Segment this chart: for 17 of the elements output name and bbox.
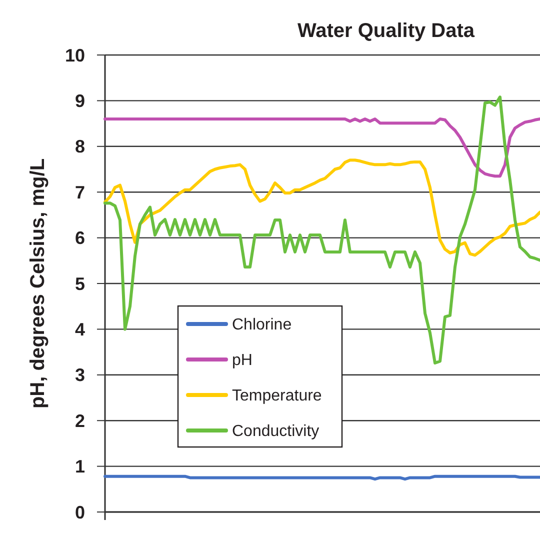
y-tick-label: 9 [74, 91, 85, 111]
legend-label: Temperature [232, 388, 322, 405]
y-axis-title: pH, degrees Celsius, mg/L [27, 158, 49, 409]
y-tick-label: 8 [74, 136, 85, 157]
y-tick-label: 7 [74, 182, 85, 202]
y-tick-label: 6 [74, 228, 85, 248]
y-tick-label: 1 [74, 456, 85, 477]
legend-label: Conductivity [232, 423, 320, 440]
y-tick-label: 2 [74, 410, 85, 431]
y-tick-label: 10 [64, 45, 85, 66]
chart-title: Water Quality Data [297, 20, 476, 42]
legend-label: Chlorine [232, 316, 292, 334]
y-tick-label: 4 [74, 320, 85, 340]
y-tick-label: 3 [74, 365, 85, 386]
legend-label: pH [232, 352, 252, 370]
y-tick-label: 0 [74, 502, 85, 522]
y-tick-label: 5 [74, 274, 85, 294]
